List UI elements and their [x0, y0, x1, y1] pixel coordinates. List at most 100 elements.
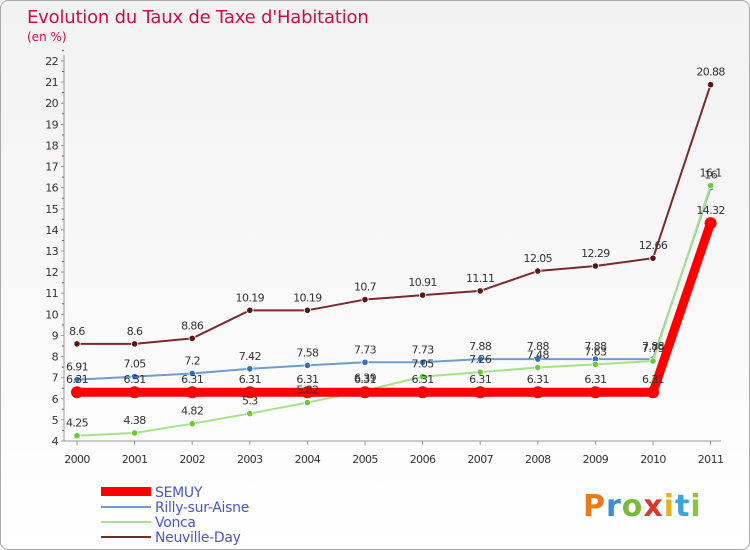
- data-point: [246, 365, 254, 373]
- data-label: 6.31: [124, 373, 146, 386]
- x-tick-label: 2003: [237, 453, 263, 466]
- data-label: 6.31: [296, 373, 318, 386]
- data-label: 7.26: [469, 353, 492, 366]
- data-point: [418, 373, 427, 381]
- x-tick-label: 2005: [352, 453, 378, 466]
- y-tick-label: 7: [52, 372, 59, 385]
- data-label: 7.42: [239, 350, 261, 363]
- data-point: [186, 386, 199, 399]
- y-tick-label: 6: [52, 393, 59, 406]
- data-label: 12.29: [581, 247, 610, 260]
- data-label: 4.82: [181, 405, 203, 418]
- data-label: 6.31: [412, 373, 434, 386]
- series-line-vonca: [76, 184, 712, 437]
- series-line-semuy: [72, 218, 716, 397]
- data-point: [476, 355, 484, 363]
- data-point: [418, 291, 427, 299]
- y-tick-label: 14: [45, 224, 58, 237]
- data-point: [476, 368, 484, 376]
- x-tick-label: 2000: [64, 453, 90, 466]
- legend-swatch-rilly: [101, 506, 151, 508]
- data-point: [301, 386, 314, 399]
- data-point: [131, 340, 139, 348]
- data-point: [303, 398, 311, 407]
- data-point: [131, 373, 139, 381]
- data-label: 7.05: [124, 358, 147, 371]
- data-label: 10.19: [293, 291, 322, 304]
- y-tick-label: 11: [45, 287, 58, 300]
- series-line-neuville-day: [76, 83, 712, 345]
- data-label: 16: [704, 169, 717, 182]
- data-point: [303, 306, 311, 314]
- data-point: [361, 358, 369, 366]
- data-point: [649, 254, 657, 262]
- data-label: 7.88: [527, 340, 550, 353]
- y-tick-label: 12: [45, 266, 58, 279]
- data-label: 7.88: [469, 340, 492, 353]
- y-tick-label: 19: [45, 118, 58, 131]
- data-point: [649, 357, 657, 365]
- data-label: 7.05: [412, 358, 435, 371]
- y-tick-label: 8: [52, 351, 59, 364]
- data-point: [418, 358, 427, 366]
- y-tick-label: 18: [45, 139, 58, 152]
- data-label: 12.66: [639, 239, 668, 252]
- data-label: 4.25: [66, 417, 89, 430]
- data-point: [706, 181, 715, 190]
- data-label: 6.39: [354, 372, 377, 385]
- data-label: 7.88: [642, 340, 665, 353]
- data-point: [246, 306, 254, 314]
- y-tick-label: 22: [45, 55, 58, 68]
- data-label: 6.31: [469, 373, 491, 386]
- legend-label-rilly: Rilly-sur-Aisne: [155, 500, 250, 516]
- data-point: [128, 386, 141, 399]
- data-label: 7.88: [584, 340, 607, 353]
- data-label: 6.31: [527, 373, 549, 386]
- x-tick-label: 2002: [179, 453, 205, 466]
- data-point: [416, 386, 429, 399]
- data-point: [704, 217, 717, 230]
- data-point: [476, 287, 484, 295]
- y-tick-label: 10: [45, 308, 58, 321]
- x-tick-label: 2008: [525, 453, 551, 466]
- data-label: 20.88: [696, 66, 725, 79]
- data-point: [591, 360, 600, 368]
- data-label: 12.05: [524, 252, 553, 265]
- data-label: 7.48: [527, 349, 550, 362]
- legend-swatch-vonca: [101, 521, 151, 523]
- x-tick-label: 2007: [467, 453, 493, 466]
- y-tick-label: 20: [45, 97, 58, 110]
- data-label: 8.6: [69, 325, 85, 338]
- data-point: [359, 386, 371, 399]
- data-label: 14.32: [696, 204, 725, 217]
- data-point: [131, 429, 139, 437]
- data-label: 6.31: [181, 373, 203, 386]
- x-tick-label: 2009: [583, 453, 609, 466]
- y-tick-label: 16: [45, 182, 58, 195]
- data-point: [589, 386, 602, 399]
- data-label: 7.58: [296, 346, 319, 359]
- x-tick-label: 2010: [640, 453, 666, 466]
- y-tick-label: 13: [45, 245, 58, 258]
- data-label: 5.82: [296, 384, 318, 397]
- data-point: [73, 340, 81, 348]
- data-label: 10.19: [236, 291, 265, 304]
- x-tick-label: 2006: [410, 453, 436, 466]
- data-point: [71, 386, 83, 399]
- data-point: [474, 386, 487, 399]
- data-point: [534, 267, 542, 275]
- legend-label-vonca: Vonca: [155, 515, 196, 531]
- x-tick-label: 2011: [698, 453, 724, 466]
- proxiti-logo: Proxiti: [583, 489, 702, 524]
- data-label: 8.86: [181, 319, 204, 332]
- legend-swatch-neuville: [101, 536, 151, 538]
- x-tick-label: 2004: [295, 453, 321, 466]
- y-tick-label: 5: [52, 414, 59, 427]
- data-label: 5.3: [242, 395, 258, 408]
- data-label: 4.38: [124, 414, 147, 427]
- data-point: [647, 386, 659, 399]
- data-point: [534, 363, 542, 372]
- data-label: 10.7: [354, 281, 377, 294]
